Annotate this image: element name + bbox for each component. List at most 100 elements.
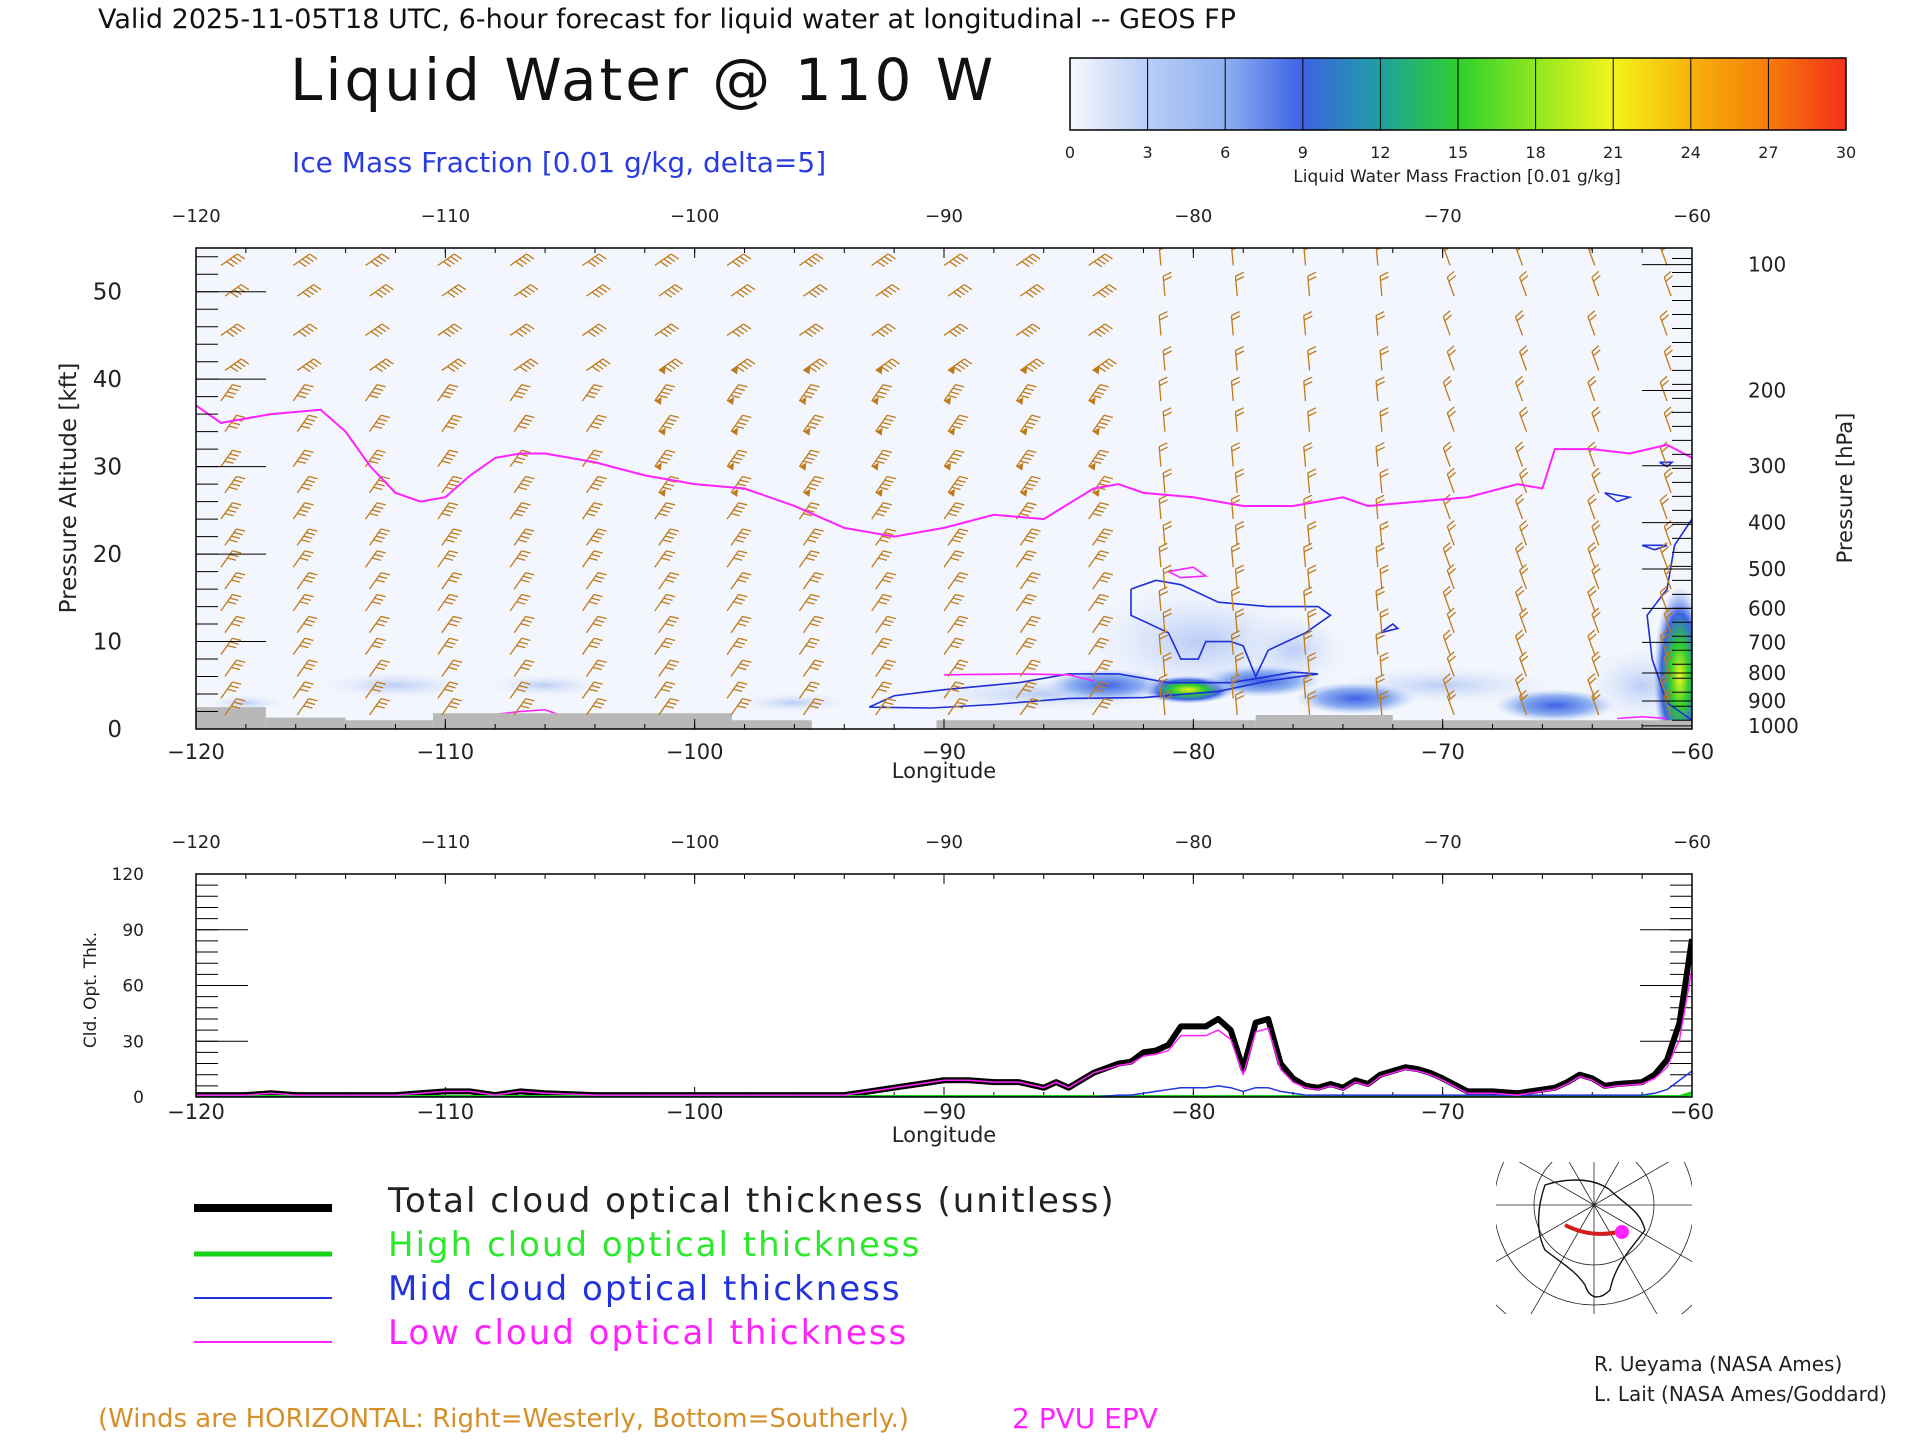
terrain-block — [936, 720, 1256, 729]
wind-barb — [802, 615, 824, 634]
colorbar-tick: 6 — [1220, 143, 1230, 162]
wind-barb — [947, 414, 969, 436]
y-tick-label: 60 — [122, 977, 144, 997]
wind-barb — [1019, 697, 1041, 716]
wind-barb — [875, 528, 897, 546]
wind-barb — [943, 253, 969, 268]
wind-barb — [1591, 467, 1601, 494]
wind-barb — [581, 384, 603, 402]
wind-barb — [1234, 608, 1245, 633]
wind-barb — [947, 659, 969, 677]
wind-barb — [802, 572, 824, 590]
wind-barb — [871, 449, 893, 471]
wind-barb — [1307, 346, 1317, 371]
legend-high: High cloud optical thickness — [388, 1225, 921, 1265]
wind-barb — [369, 615, 390, 634]
wind-barb — [798, 502, 820, 520]
series-mid-line — [196, 1070, 1692, 1097]
wind-barb — [1019, 358, 1045, 375]
wind-barb — [1663, 689, 1673, 716]
wind-barb — [875, 414, 897, 436]
wind-barb — [513, 414, 535, 433]
wind-barb — [292, 449, 314, 468]
ice-contour — [1604, 492, 1633, 503]
wind-barb — [1446, 345, 1457, 371]
page-title: Liquid Water @ 110 W — [290, 46, 997, 114]
wind-barb — [296, 572, 318, 590]
wind-barb — [871, 550, 893, 568]
liquid-water-patch-faint — [485, 673, 606, 698]
pressure-tick-label: 100 — [1748, 253, 1786, 277]
wind-barb — [509, 323, 535, 338]
wind-barb — [947, 615, 969, 634]
wind-barb — [437, 449, 459, 468]
wind-barb — [1446, 563, 1457, 590]
wind-barb — [943, 681, 965, 699]
wind-barb — [654, 637, 676, 656]
y-tick-label: 120 — [112, 865, 144, 885]
wind-barb — [1088, 253, 1113, 268]
terrain-block — [432, 713, 733, 729]
x-tick-label-top: −110 — [421, 206, 470, 227]
wind-barb — [871, 593, 893, 612]
wind-barb — [1375, 630, 1385, 655]
optical-thickness-lines — [196, 938, 1692, 1097]
wind-barb — [730, 697, 752, 716]
wind-barb — [1162, 271, 1172, 297]
wind-barb — [581, 550, 603, 568]
wind-barb — [369, 414, 390, 433]
x-tick-label-top: −100 — [670, 206, 719, 227]
wind-barb — [585, 572, 607, 590]
wind-barb — [1379, 407, 1389, 432]
wind-barb — [1379, 690, 1389, 716]
epv-label: 2 PVU EPV — [1012, 1402, 1158, 1435]
wind-barb — [582, 253, 607, 268]
ylabel-bottom: Cld. Opt. Thk. — [81, 932, 101, 1048]
wind-barb — [224, 572, 246, 590]
wind-barb — [798, 637, 820, 656]
wind-barb — [875, 358, 900, 375]
wind-barb — [1442, 375, 1453, 402]
wind-barb — [726, 637, 748, 656]
cross-section-panel: −120 −120 −110 −110 −100 −100 −90 −90 −80 −80 −70 −… — [93, 206, 1799, 764]
wind-barb — [871, 637, 893, 656]
wind-barb — [1663, 345, 1673, 371]
wind-barb — [875, 475, 897, 497]
wind-barb — [1591, 345, 1601, 371]
wind-barb — [1162, 346, 1172, 371]
wind-barb — [1158, 673, 1168, 699]
wind-barb — [1303, 630, 1313, 655]
optical-thickness-axes: −120 −120 −110 −110 −100 −100 −90 −90 −80 −80 −70 −… — [112, 832, 1715, 1124]
wind-barb — [220, 449, 242, 468]
wind-barb — [1088, 384, 1109, 406]
wind-barb — [509, 550, 531, 568]
wind-barb — [1587, 629, 1597, 655]
wind-barb — [654, 253, 679, 268]
wind-barb — [1663, 607, 1673, 634]
wind-barb — [1663, 270, 1673, 297]
x-tick-label: −80 — [1171, 740, 1215, 764]
wind-barb — [365, 550, 386, 568]
wind-barb — [1663, 520, 1673, 546]
terrain-block — [1255, 715, 1393, 729]
x-tick-label-top: −70 — [1424, 206, 1462, 227]
wind-barb — [1442, 629, 1453, 655]
wind-barb — [943, 593, 965, 612]
wind-barb — [1303, 586, 1313, 611]
wind-barb — [513, 615, 535, 634]
wind-barb — [365, 502, 386, 520]
x-tick-label: −90 — [922, 740, 966, 764]
wind-barb — [509, 637, 531, 656]
wind-barb — [943, 384, 965, 406]
wind-barb — [1379, 271, 1389, 297]
pressure-tick-label: 600 — [1748, 596, 1786, 620]
wind-barb — [943, 323, 969, 338]
inset-map-marker — [1615, 1225, 1629, 1239]
pressure-tick-label: 900 — [1748, 689, 1786, 713]
wind-barb — [220, 593, 242, 612]
y-tick-label: 50 — [93, 280, 122, 306]
x-tick-label-top: −90 — [925, 832, 963, 853]
wind-barb — [585, 475, 607, 494]
wind-barb — [947, 358, 973, 375]
